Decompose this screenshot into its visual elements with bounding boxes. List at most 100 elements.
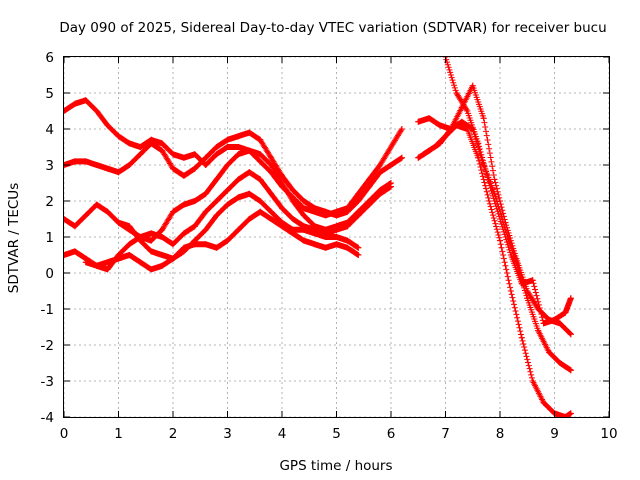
data-point (246, 190, 253, 197)
data-point (437, 122, 444, 129)
data-point (115, 219, 122, 226)
data-point (420, 151, 427, 158)
y-tick-label: 5 (45, 86, 54, 102)
data-point (235, 194, 242, 201)
data-point (300, 237, 307, 244)
data-point (93, 108, 100, 114)
data-point (104, 122, 111, 129)
data-point (289, 226, 296, 233)
data-point (458, 118, 465, 125)
data-point (64, 216, 67, 222)
data-point (115, 255, 122, 262)
tick-layer: 0 1 2 3 4 5 6 7 8 9 10 -4 -3 -2 -1 0 1 2 3 4 5 6 (41, 50, 618, 442)
data-point (311, 241, 318, 248)
data-point (279, 205, 285, 212)
data-point (377, 190, 384, 197)
y-tick-label: 6 (45, 50, 54, 66)
series-markers (82, 208, 362, 273)
data-point (82, 212, 89, 219)
y-tick-label: 0 (45, 266, 54, 282)
data-point (529, 378, 536, 384)
data-point (170, 241, 176, 248)
data-point (126, 162, 133, 168)
data-point (137, 259, 144, 266)
data-point (202, 208, 209, 215)
x-tick-label: 3 (223, 426, 232, 442)
data-point (104, 208, 111, 215)
data-point (257, 176, 264, 183)
data-point (567, 295, 574, 302)
y-tick-label: 4 (45, 122, 54, 138)
data-point (137, 237, 144, 244)
data-point (224, 201, 231, 208)
data-point (556, 320, 563, 327)
data-point (93, 201, 100, 208)
data-point (93, 162, 100, 168)
data-point (322, 208, 329, 215)
data-point (170, 151, 176, 158)
data-point (524, 288, 531, 294)
data-point (235, 176, 242, 183)
data-point (71, 248, 78, 255)
data-point (355, 198, 362, 204)
data-point (442, 133, 449, 140)
data-point (268, 154, 275, 161)
data-point (202, 226, 209, 233)
data-point (562, 309, 569, 316)
data-point (202, 241, 209, 248)
data-point (202, 190, 209, 197)
data-point (235, 133, 242, 140)
data-point (64, 252, 67, 258)
data-point (170, 255, 176, 262)
data-point (82, 259, 89, 266)
data-point (431, 144, 438, 150)
data-point (518, 334, 525, 341)
data-point (257, 208, 264, 215)
x-axis-label: GPS time / hours (279, 458, 392, 474)
data-point (268, 208, 275, 215)
data-point (344, 208, 351, 215)
data-point (344, 223, 351, 230)
y-tick-label: -1 (41, 302, 54, 318)
data-point (398, 154, 405, 161)
data-point (366, 176, 373, 183)
data-point (546, 349, 553, 356)
data-point (268, 190, 275, 197)
data-point (322, 244, 329, 251)
data-point (475, 154, 482, 161)
data-point (213, 244, 220, 251)
data-point (104, 165, 111, 172)
data-point (137, 144, 144, 150)
data-point (115, 133, 122, 140)
x-tick-label: 6 (387, 426, 396, 442)
data-point (268, 169, 275, 176)
data-point (180, 154, 187, 161)
data-point (300, 226, 307, 233)
data-point (191, 237, 198, 244)
data-point (355, 252, 362, 258)
data-point (388, 144, 394, 150)
data-point (486, 180, 493, 186)
data-point (104, 266, 111, 273)
data-point (191, 165, 198, 172)
data-point (551, 316, 558, 323)
data-point (300, 212, 307, 219)
series-1 (64, 129, 405, 219)
data-point (126, 241, 133, 248)
data-point (159, 147, 166, 154)
series-layer (64, 57, 574, 417)
data-point (289, 216, 296, 222)
y-tick-label: -3 (41, 374, 54, 390)
y-tick-label: -4 (41, 410, 54, 426)
data-point (159, 262, 166, 269)
data-point (224, 162, 231, 168)
data-point (213, 212, 220, 219)
data-point (137, 151, 144, 158)
data-point (513, 255, 520, 262)
data-point (480, 115, 487, 122)
data-point (257, 158, 264, 165)
x-tick-label: 7 (441, 426, 450, 442)
data-point (518, 280, 525, 287)
data-point (159, 252, 166, 258)
